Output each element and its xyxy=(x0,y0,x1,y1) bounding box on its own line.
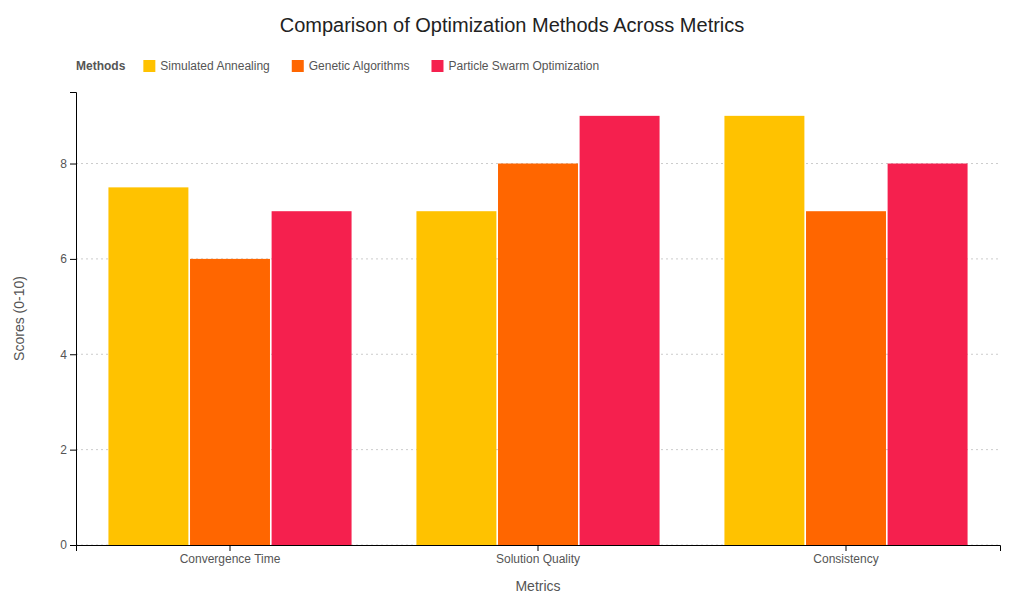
y-tick: 8 xyxy=(60,157,76,171)
y-tick-mark xyxy=(70,259,76,260)
x-tick-mark xyxy=(846,545,847,551)
x-tick-label: Solution Quality xyxy=(496,552,580,566)
x-tick-label: Convergence Time xyxy=(180,552,281,566)
y-tick-mark xyxy=(70,164,76,165)
legend-swatch xyxy=(292,60,304,72)
bar xyxy=(108,187,188,545)
x-tick-mark xyxy=(230,545,231,551)
y-tick: 2 xyxy=(60,443,76,457)
y-tick-label: 4 xyxy=(60,348,67,362)
bar xyxy=(190,259,270,545)
legend-swatch xyxy=(431,60,443,72)
y-tick: 4 xyxy=(60,348,76,362)
bar xyxy=(888,164,968,545)
legend-label: Genetic Algorithms xyxy=(309,59,410,73)
legend-label: Simulated Annealing xyxy=(160,59,269,73)
legend-swatch xyxy=(143,60,155,72)
legend-item: Simulated Annealing xyxy=(143,59,269,73)
x-tick: Solution Quality xyxy=(496,545,580,566)
bar-series xyxy=(272,116,968,545)
y-tick-label: 6 xyxy=(60,252,67,266)
bar-series xyxy=(190,164,886,545)
y-tick: 0 xyxy=(60,538,76,552)
x-tick: Convergence Time xyxy=(180,545,281,566)
x-tick-mark xyxy=(538,545,539,551)
bar xyxy=(416,211,496,545)
bar-series xyxy=(108,116,804,545)
chart: Comparison of Optimization Methods Acros… xyxy=(0,0,1024,611)
y-tick-mark xyxy=(70,545,76,546)
legend-title: Methods xyxy=(76,59,126,73)
bar xyxy=(806,211,886,545)
plot: 02468Convergence TimeSolution QualityCon… xyxy=(60,93,1000,566)
title: Comparison of Optimization Methods Acros… xyxy=(280,14,745,36)
y-tick-label: 2 xyxy=(60,443,67,457)
bar xyxy=(498,164,578,545)
x-tick-label: Consistency xyxy=(813,552,878,566)
bar xyxy=(724,116,804,545)
y-tick-mark xyxy=(70,354,76,355)
y-tick-mark xyxy=(70,450,76,451)
y-axis: 0 2 4 6 8 xyxy=(60,93,76,553)
legend-item: Genetic Algorithms xyxy=(292,59,410,73)
x-axis-line xyxy=(77,546,1001,552)
legend: Methods Simulated Annealing Genetic Algori… xyxy=(76,59,599,73)
bar xyxy=(272,211,352,545)
x-tick: Consistency xyxy=(813,545,878,566)
legend-label: Particle Swarm Optimization xyxy=(448,59,599,73)
bars xyxy=(108,116,967,545)
x-axis-title: Metrics xyxy=(515,578,560,594)
y-tick: 6 xyxy=(60,252,76,266)
y-tick-label: 8 xyxy=(60,157,67,171)
x-axis: Convergence Time Solution Quality Consiste… xyxy=(77,545,1001,566)
bar xyxy=(580,116,660,545)
y-axis-line xyxy=(70,93,77,546)
grid xyxy=(76,164,1000,545)
legend-item: Particle Swarm Optimization xyxy=(431,59,599,73)
y-tick-label: 0 xyxy=(60,538,67,552)
y-axis-title: Scores (0-10) xyxy=(11,276,27,361)
